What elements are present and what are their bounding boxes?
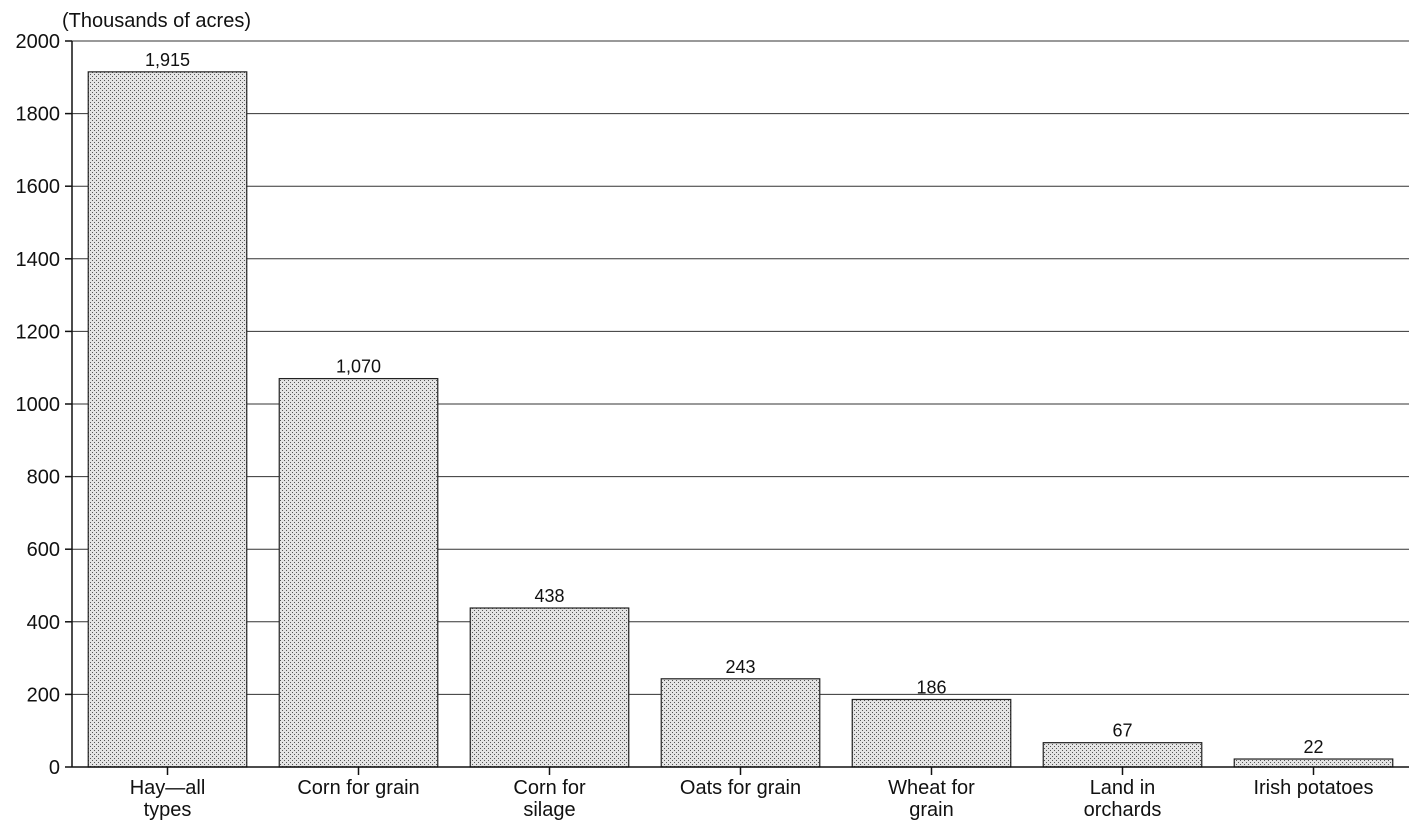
data-label: 1,915 <box>145 50 190 70</box>
y-tick-label: 0 <box>49 757 60 779</box>
category-label: Corn for grain <box>297 777 419 799</box>
data-label: 1,070 <box>336 357 381 377</box>
y-tick-label: 800 <box>27 467 60 489</box>
y-tick-label: 1400 <box>16 249 61 271</box>
y-axis-unit-label: (Thousands of acres) <box>62 10 251 32</box>
data-label: 22 <box>1303 737 1323 757</box>
category-label: grain <box>909 799 953 821</box>
data-label: 186 <box>916 677 946 697</box>
y-tick-label: 1600 <box>16 176 61 198</box>
gridlines <box>72 40 1409 695</box>
category-label: Corn for <box>513 777 586 799</box>
value-labels: 1,915 1,070 438 243 186 67 22 <box>145 50 1324 757</box>
bar <box>469 607 630 768</box>
category-label: orchards <box>1084 799 1162 821</box>
y-tick-label: 600 <box>27 539 60 561</box>
y-tick-label: 1000 <box>16 394 61 416</box>
y-tick-label: 1800 <box>16 104 61 126</box>
data-label: 67 <box>1112 721 1132 741</box>
data-label: 243 <box>725 657 755 677</box>
bar <box>278 377 439 768</box>
data-label: 438 <box>534 586 564 606</box>
bar <box>87 71 248 768</box>
bars <box>87 71 1394 768</box>
category-label: silage <box>523 799 575 821</box>
category-label: Irish potatoes <box>1253 777 1373 799</box>
y-axis-ticks: 0 200 400 600 800 1000 1200 1400 1600 1800 2000 <box>16 31 72 779</box>
category-label: Wheat for <box>888 777 975 799</box>
y-tick-label: 200 <box>27 684 60 706</box>
category-label: Oats for grain <box>680 777 801 799</box>
category-label: Land in <box>1090 777 1156 799</box>
bar <box>1042 742 1203 768</box>
y-tick-label: 2000 <box>16 31 61 53</box>
y-tick-label: 400 <box>27 612 60 634</box>
axes <box>71 41 1409 768</box>
bar <box>1233 758 1394 768</box>
bar <box>660 678 821 768</box>
y-tick-label: 1200 <box>16 321 61 343</box>
category-label: Hay—all <box>130 777 206 799</box>
category-label: types <box>144 799 192 821</box>
bar <box>851 698 1012 768</box>
